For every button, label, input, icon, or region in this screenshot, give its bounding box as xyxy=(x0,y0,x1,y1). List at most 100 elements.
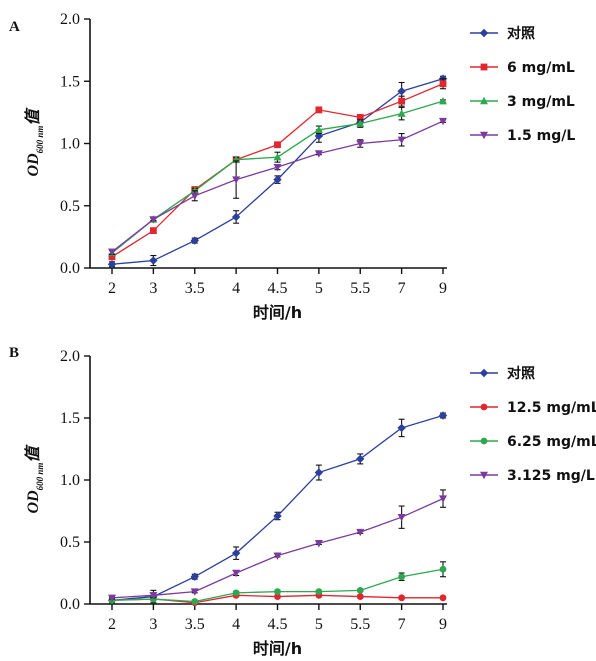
legend-item: 3 mg/mL xyxy=(470,94,575,110)
data-point xyxy=(273,552,282,560)
legend-marker xyxy=(480,131,488,140)
data-point xyxy=(314,540,323,548)
data-point xyxy=(274,593,281,600)
y-tick-label: 1.5 xyxy=(60,410,80,427)
data-point xyxy=(149,256,158,265)
series-1 xyxy=(107,411,448,605)
legend: 对照 12.5 mg/mL 6.25 mg/mL 3.125 mg/L xyxy=(470,365,596,484)
y-tick-label: 0.5 xyxy=(60,534,80,551)
x-tick-label: 3 xyxy=(149,280,157,297)
legend-item: 对照 xyxy=(470,25,535,42)
data-point xyxy=(232,176,241,184)
data-point xyxy=(398,594,406,602)
legend-item: 6.25 mg/mL xyxy=(470,434,596,450)
y-tick-label: 0.5 xyxy=(60,198,80,215)
x-tick-label: 4 xyxy=(232,616,240,633)
chart-panel-b: B 0.0 0.5 1.0 1.5 2.0 2 3 3.5 4 4.5 5 5.5 7 9 时间/h OD600… xyxy=(9,345,596,658)
x-tick-label: 7 xyxy=(398,616,406,633)
data-point xyxy=(356,119,365,127)
data-point xyxy=(398,573,406,581)
y-axis-title-subscript: 600 nm xyxy=(35,463,45,491)
data-point xyxy=(356,140,365,148)
x-tick-label: 5.5 xyxy=(350,616,370,633)
data-point xyxy=(356,528,365,537)
x-tick-label: 2 xyxy=(108,280,116,297)
legend-label: 3 mg/mL xyxy=(507,94,575,110)
data-point xyxy=(439,594,447,602)
data-point xyxy=(273,175,282,184)
y-axis-title-main: OD xyxy=(25,153,42,177)
data-point xyxy=(439,96,447,105)
y-tick-label: 1.5 xyxy=(60,73,80,90)
data-point xyxy=(190,588,199,596)
y-axis-title: OD600 nm值 xyxy=(23,444,45,514)
legend-label: 6.25 mg/mL xyxy=(507,434,596,450)
data-point xyxy=(273,163,282,172)
legend-marker xyxy=(480,471,488,480)
data-point xyxy=(190,572,199,581)
data-point xyxy=(274,588,281,595)
data-point xyxy=(232,589,240,597)
x-axis-title: 时间/h xyxy=(253,639,302,658)
data-point xyxy=(397,136,406,144)
y-tick-label: 1.0 xyxy=(60,472,80,489)
legend-item: 对照 xyxy=(470,365,535,382)
data-point xyxy=(315,106,323,114)
legend: 对照 6 mg/mL 3 mg/mL 1.5 mg/L xyxy=(470,25,575,144)
data-point xyxy=(356,454,365,464)
data-point xyxy=(439,495,447,503)
legend-item: 6 mg/mL xyxy=(470,60,575,76)
y-tick-label: 0.0 xyxy=(60,596,80,613)
x-tick-label: 3.5 xyxy=(185,616,205,633)
x-axis-title: 时间/h xyxy=(253,303,302,322)
legend-marker xyxy=(479,28,489,38)
legend-marker xyxy=(480,437,488,445)
legend-marker xyxy=(480,63,488,71)
x-tick-label: 2 xyxy=(108,616,116,633)
y-axis-title: OD600 nm值 xyxy=(23,107,45,177)
legend-label: 对照 xyxy=(507,365,535,382)
y-tick-label: 2.0 xyxy=(60,11,80,28)
x-tick-label: 7 xyxy=(398,280,406,297)
data-point xyxy=(314,131,324,141)
panel-label: A xyxy=(9,19,20,35)
data-point xyxy=(315,588,323,595)
y-tick-label: 0.0 xyxy=(60,260,80,277)
data-point xyxy=(232,569,241,578)
series-3 xyxy=(108,561,447,605)
x-tick-label: 4.5 xyxy=(268,616,288,633)
data-point xyxy=(314,125,323,134)
x-tick-label: 4.5 xyxy=(268,280,288,297)
data-point xyxy=(108,248,116,257)
data-point xyxy=(108,253,116,261)
data-point xyxy=(190,192,199,200)
data-point xyxy=(107,260,117,269)
data-point xyxy=(191,598,199,605)
legend-marker xyxy=(480,96,488,105)
legend-item: 3.125 mg/L xyxy=(470,468,595,484)
data-point xyxy=(397,423,406,433)
legend-marker xyxy=(480,403,488,411)
data-point xyxy=(231,212,241,222)
legend-item: 12.5 mg/mL xyxy=(470,400,596,416)
legend-item: 1.5 mg/L xyxy=(470,128,575,144)
data-point xyxy=(439,565,447,573)
x-tick-label: 9 xyxy=(439,616,447,633)
legend-label: 3.125 mg/L xyxy=(507,468,595,484)
x-tick-label: 3.5 xyxy=(185,280,205,297)
data-point xyxy=(356,586,364,594)
data-point xyxy=(397,109,406,117)
data-point xyxy=(273,511,282,521)
y-tick-label: 1.0 xyxy=(60,136,80,153)
y-tick-label: 2.0 xyxy=(60,348,80,365)
legend-label: 对照 xyxy=(507,25,535,42)
data-point xyxy=(108,594,116,602)
data-point xyxy=(356,113,364,121)
series-4 xyxy=(108,117,447,257)
y-axis-title-subscript: 600 nm xyxy=(35,126,45,154)
series-line xyxy=(111,414,444,601)
x-tick-label: 5 xyxy=(315,280,323,297)
data-point xyxy=(231,548,241,558)
y-axis-title-suffix: 值 xyxy=(23,107,42,126)
